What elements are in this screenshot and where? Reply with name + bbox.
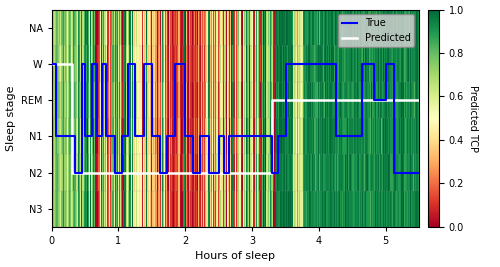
Y-axis label: Predicted TCP: Predicted TCP (468, 85, 478, 152)
X-axis label: Hours of sleep: Hours of sleep (196, 252, 276, 261)
Y-axis label: Sleep stage: Sleep stage (6, 85, 16, 151)
Legend: True, Predicted: True, Predicted (338, 14, 414, 47)
